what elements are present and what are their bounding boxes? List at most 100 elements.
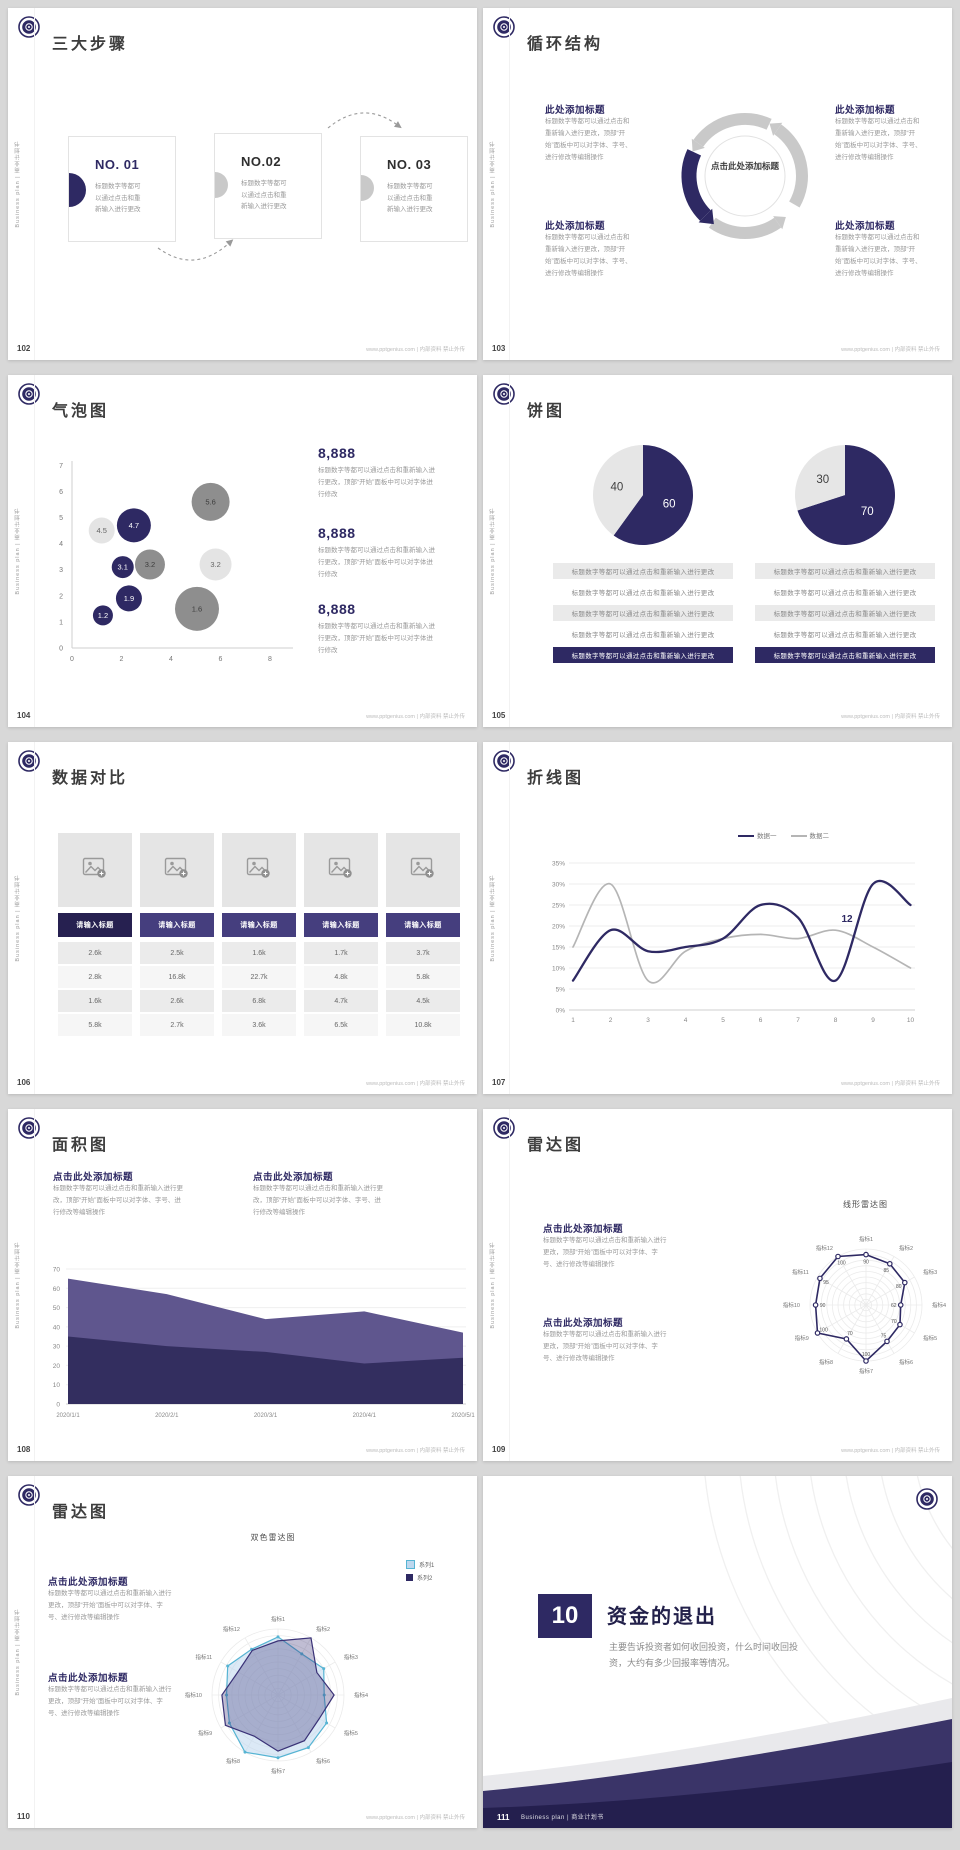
page-number: 103 <box>492 344 506 353</box>
stat-value: 8,888 <box>318 445 356 461</box>
svg-text:指标2: 指标2 <box>316 1625 330 1633</box>
brand-logo-icon <box>18 383 40 405</box>
pie-caption-row: 标题数字等都可以通过点击和重新输入进行更改 <box>553 605 733 621</box>
svg-text:3: 3 <box>59 567 63 574</box>
svg-text:指标7: 指标7 <box>271 1767 285 1775</box>
svg-text:62: 62 <box>891 1303 897 1309</box>
svg-text:40: 40 <box>610 482 623 494</box>
table-cell: 4.8k <box>304 966 378 988</box>
block-heading: 点击此处添加标题 <box>53 1172 134 1183</box>
block-heading: 此处添加标题 <box>835 105 896 116</box>
svg-text:0: 0 <box>56 1402 60 1409</box>
slide-title: 面积图 <box>52 1137 110 1154</box>
step-body: 标题数字等都可以通过点击和重新输入进行更改 <box>241 180 287 211</box>
footer-url: www.pptgenius.com | 内部资料 禁止外传 <box>366 347 465 353</box>
legend-label: 系列2 <box>417 1576 433 1582</box>
svg-text:15%: 15% <box>552 945 565 952</box>
slide-table[interactable]: Business plan | 商业计划书 数据对比 请输入标题 请输入标题 请输入… <box>8 742 477 1094</box>
page-number: 108 <box>17 1445 31 1454</box>
svg-text:1.6: 1.6 <box>192 604 202 613</box>
add-image-icon <box>164 856 190 885</box>
stat-value: 8,888 <box>318 601 356 617</box>
svg-text:4: 4 <box>59 541 63 548</box>
slide-pie[interactable]: Business plan | 商业计划书 饼图 60 40 70 30 标题数字等… <box>483 375 952 727</box>
add-image-icon <box>328 856 354 885</box>
table-cell: 6.5k <box>304 1014 378 1036</box>
step-card-2: NO.02 标题数字等都可以通过点击和重新输入进行更改 <box>214 133 322 239</box>
slide-radar-line[interactable]: Business plan | 商业计划书 雷达图 线形雷达图 点击此处添加标题… <box>483 1109 952 1461</box>
svg-text:2020/1/1: 2020/1/1 <box>56 1413 80 1419</box>
slide-line[interactable]: Business plan | 商业计划书 折线图 数据一 数据二 0% 5% 10… <box>483 742 952 1094</box>
table-cell: 1.6k <box>222 942 296 964</box>
brand-logo-icon <box>18 1484 40 1506</box>
svg-text:3.2: 3.2 <box>210 560 220 569</box>
block-heading: 此处添加标题 <box>835 221 896 232</box>
sidebar-vertical-text: Business plan | 商业计划书 <box>15 874 21 962</box>
table-cell: 2.6k <box>58 942 132 964</box>
legend-swatch-series1 <box>406 1560 415 1569</box>
legend-label: 数据一 <box>757 833 777 840</box>
table-cell: 4.7k <box>304 990 378 1012</box>
pie-caption-row: 标题数字等都可以通过点击和重新输入进行更改 <box>553 647 733 663</box>
brand-logo-icon <box>18 750 40 772</box>
svg-text:2020/4/1: 2020/4/1 <box>353 1413 377 1419</box>
svg-text:70: 70 <box>53 1267 61 1274</box>
slide-title: 循环结构 <box>527 36 604 53</box>
svg-text:20: 20 <box>53 1363 61 1370</box>
block-body: 标题数字等都可以通过点击和重新输入进行更改，顶部“开始”面板中可以对字体、字号、… <box>835 234 922 278</box>
svg-text:75: 75 <box>881 1333 887 1339</box>
image-placeholder <box>140 833 214 907</box>
step-card-1: NO. 01 标题数字等都可以通过点击和重新输入进行更改 <box>68 136 176 242</box>
svg-text:4: 4 <box>684 1017 688 1024</box>
table-cell: 16.8k <box>140 966 214 988</box>
sidebar-vertical-text: Business plan | 商业计划书 <box>15 1241 21 1329</box>
svg-text:2: 2 <box>609 1017 613 1024</box>
svg-text:10%: 10% <box>552 966 565 973</box>
slide-title: 折线图 <box>527 770 585 787</box>
step-half-circle <box>361 175 374 201</box>
sidebar-vertical-text: Business plan | 商业计划书 <box>490 874 496 962</box>
step-half-circle <box>215 172 228 198</box>
slide-title: 气泡图 <box>52 403 110 420</box>
table-header-cell: 请输入标题 <box>140 913 214 937</box>
slide-radar-dual[interactable]: Business plan | 商业计划书 雷达图 双色雷达图 系列1 系列2 … <box>8 1476 477 1828</box>
sidebar-divider <box>34 742 35 1094</box>
chart-subtitle: 线形雷达图 <box>843 1200 888 1209</box>
svg-text:指标6: 指标6 <box>316 1757 330 1765</box>
pie-caption-row: 标题数字等都可以通过点击和重新输入进行更改 <box>571 590 715 597</box>
table-cell: 5.8k <box>386 966 460 988</box>
footer-url: www.pptgenius.com | 内部资料 禁止外传 <box>366 714 465 720</box>
svg-text:3.2: 3.2 <box>145 560 155 569</box>
svg-text:指标10: 指标10 <box>783 1301 800 1309</box>
svg-text:2020/5/1: 2020/5/1 <box>451 1413 475 1419</box>
brand-logo-icon <box>493 383 515 405</box>
svg-text:指标8: 指标8 <box>226 1757 240 1765</box>
svg-text:5: 5 <box>721 1017 725 1024</box>
pie-caption-row: 标题数字等都可以通过点击和重新输入进行更改 <box>755 647 935 663</box>
footer-url: www.pptgenius.com | 内部资料 禁止外传 <box>841 714 940 720</box>
slide-title: 三大步骤 <box>52 36 129 53</box>
slide-steps[interactable]: Business plan | 商业计划书 三大步骤 NO. 01 标题数字等都… <box>8 8 477 360</box>
svg-text:4.7: 4.7 <box>129 521 139 530</box>
slide-cycle[interactable]: Business plan | 商业计划书 循环结构 此处添加标题 标题数字等都… <box>483 8 952 360</box>
sidebar-vertical-text: Business plan | 商业计划书 <box>15 507 21 595</box>
slide-area[interactable]: Business plan | 商业计划书 面积图 点击此处添加标题 标题数字等… <box>8 1109 477 1461</box>
slide-bubble[interactable]: Business plan | 商业计划书 气泡图 0 1 2 3 4 5 6 7 0 2 4 6 8 4… <box>8 375 477 727</box>
section-number: 10 <box>538 1594 592 1638</box>
slide-section[interactable]: 10 资金的退出 主要告诉投资者如何收回投资，什么时间收回投资，大约有多少回报率… <box>483 1476 952 1828</box>
svg-text:40: 40 <box>53 1324 61 1331</box>
svg-text:1: 1 <box>59 619 63 626</box>
svg-text:100: 100 <box>819 1328 828 1334</box>
table-header-cell: 请输入标题 <box>58 913 132 937</box>
image-placeholder <box>386 833 460 907</box>
svg-text:5: 5 <box>59 515 63 522</box>
svg-text:10: 10 <box>53 1382 61 1389</box>
slide-title: 雷达图 <box>52 1504 110 1521</box>
svg-text:30%: 30% <box>552 882 565 889</box>
add-image-icon <box>410 856 436 885</box>
page-number: 107 <box>492 1078 506 1087</box>
svg-text:指标2: 指标2 <box>899 1244 913 1252</box>
line-legend: 数据一 数据二 <box>738 830 829 840</box>
svg-text:指标12: 指标12 <box>816 1244 833 1252</box>
